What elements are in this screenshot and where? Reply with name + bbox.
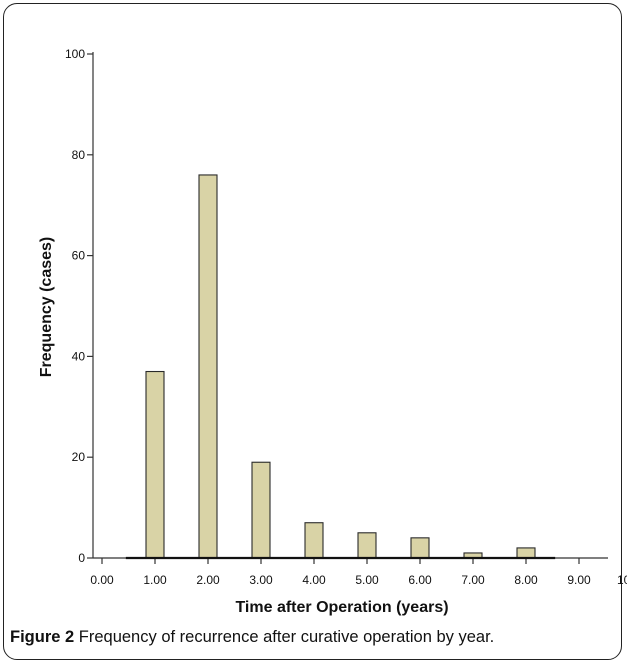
x-tick-label-10.00: 10.00: [617, 573, 627, 587]
x-tick-label-9.00: 9.00: [567, 573, 591, 587]
x-tick-label-3.00: 3.00: [249, 573, 273, 587]
y-tick-label-40: 40: [72, 349, 86, 363]
y-axis: 0 20 40 60 80 100: [65, 47, 94, 565]
x-tick-label-7.00: 7.00: [461, 573, 485, 587]
bar-8: [516, 547, 536, 559]
x-tick-label-2.00: 2.00: [196, 573, 220, 587]
bars: [125, 174, 556, 560]
y-tick-label-0: 0: [78, 551, 85, 565]
bar-3: [251, 461, 271, 559]
bar-1: [145, 370, 165, 559]
x-tick-label-1.00: 1.00: [143, 573, 167, 587]
bar-5: [357, 532, 377, 559]
bar-6: [410, 537, 430, 559]
x-tick-label-0.00: 0.00: [90, 573, 114, 587]
y-tick-label-80: 80: [72, 148, 86, 162]
x-axis-title: Time after Operation (years): [235, 599, 448, 616]
x-tick-label-8.00: 8.00: [514, 573, 538, 587]
x-axis: 0.00 1.00 2.00 3.00 4.00 5.00 6.00 7.00 8.00 9.00…: [90, 557, 627, 587]
figure-caption: Figure 2 Frequency of recurrence after c…: [10, 628, 620, 647]
y-tick-label-100: 100: [65, 47, 85, 61]
x-tick-label-5.00: 5.00: [355, 573, 379, 587]
figure-label: Figure 2: [10, 628, 75, 646]
y-axis-title: Frequency (cases): [38, 237, 55, 378]
y-tick-label-20: 20: [72, 450, 86, 464]
bar-2: [198, 174, 218, 559]
y-tick-label-60: 60: [72, 249, 86, 263]
x-tick-label-4.00: 4.00: [302, 573, 326, 587]
x-tick-label-6.00: 6.00: [408, 573, 432, 587]
figure-caption-text: Frequency of recurrence after curative o…: [78, 628, 495, 646]
bar-4: [304, 522, 324, 559]
